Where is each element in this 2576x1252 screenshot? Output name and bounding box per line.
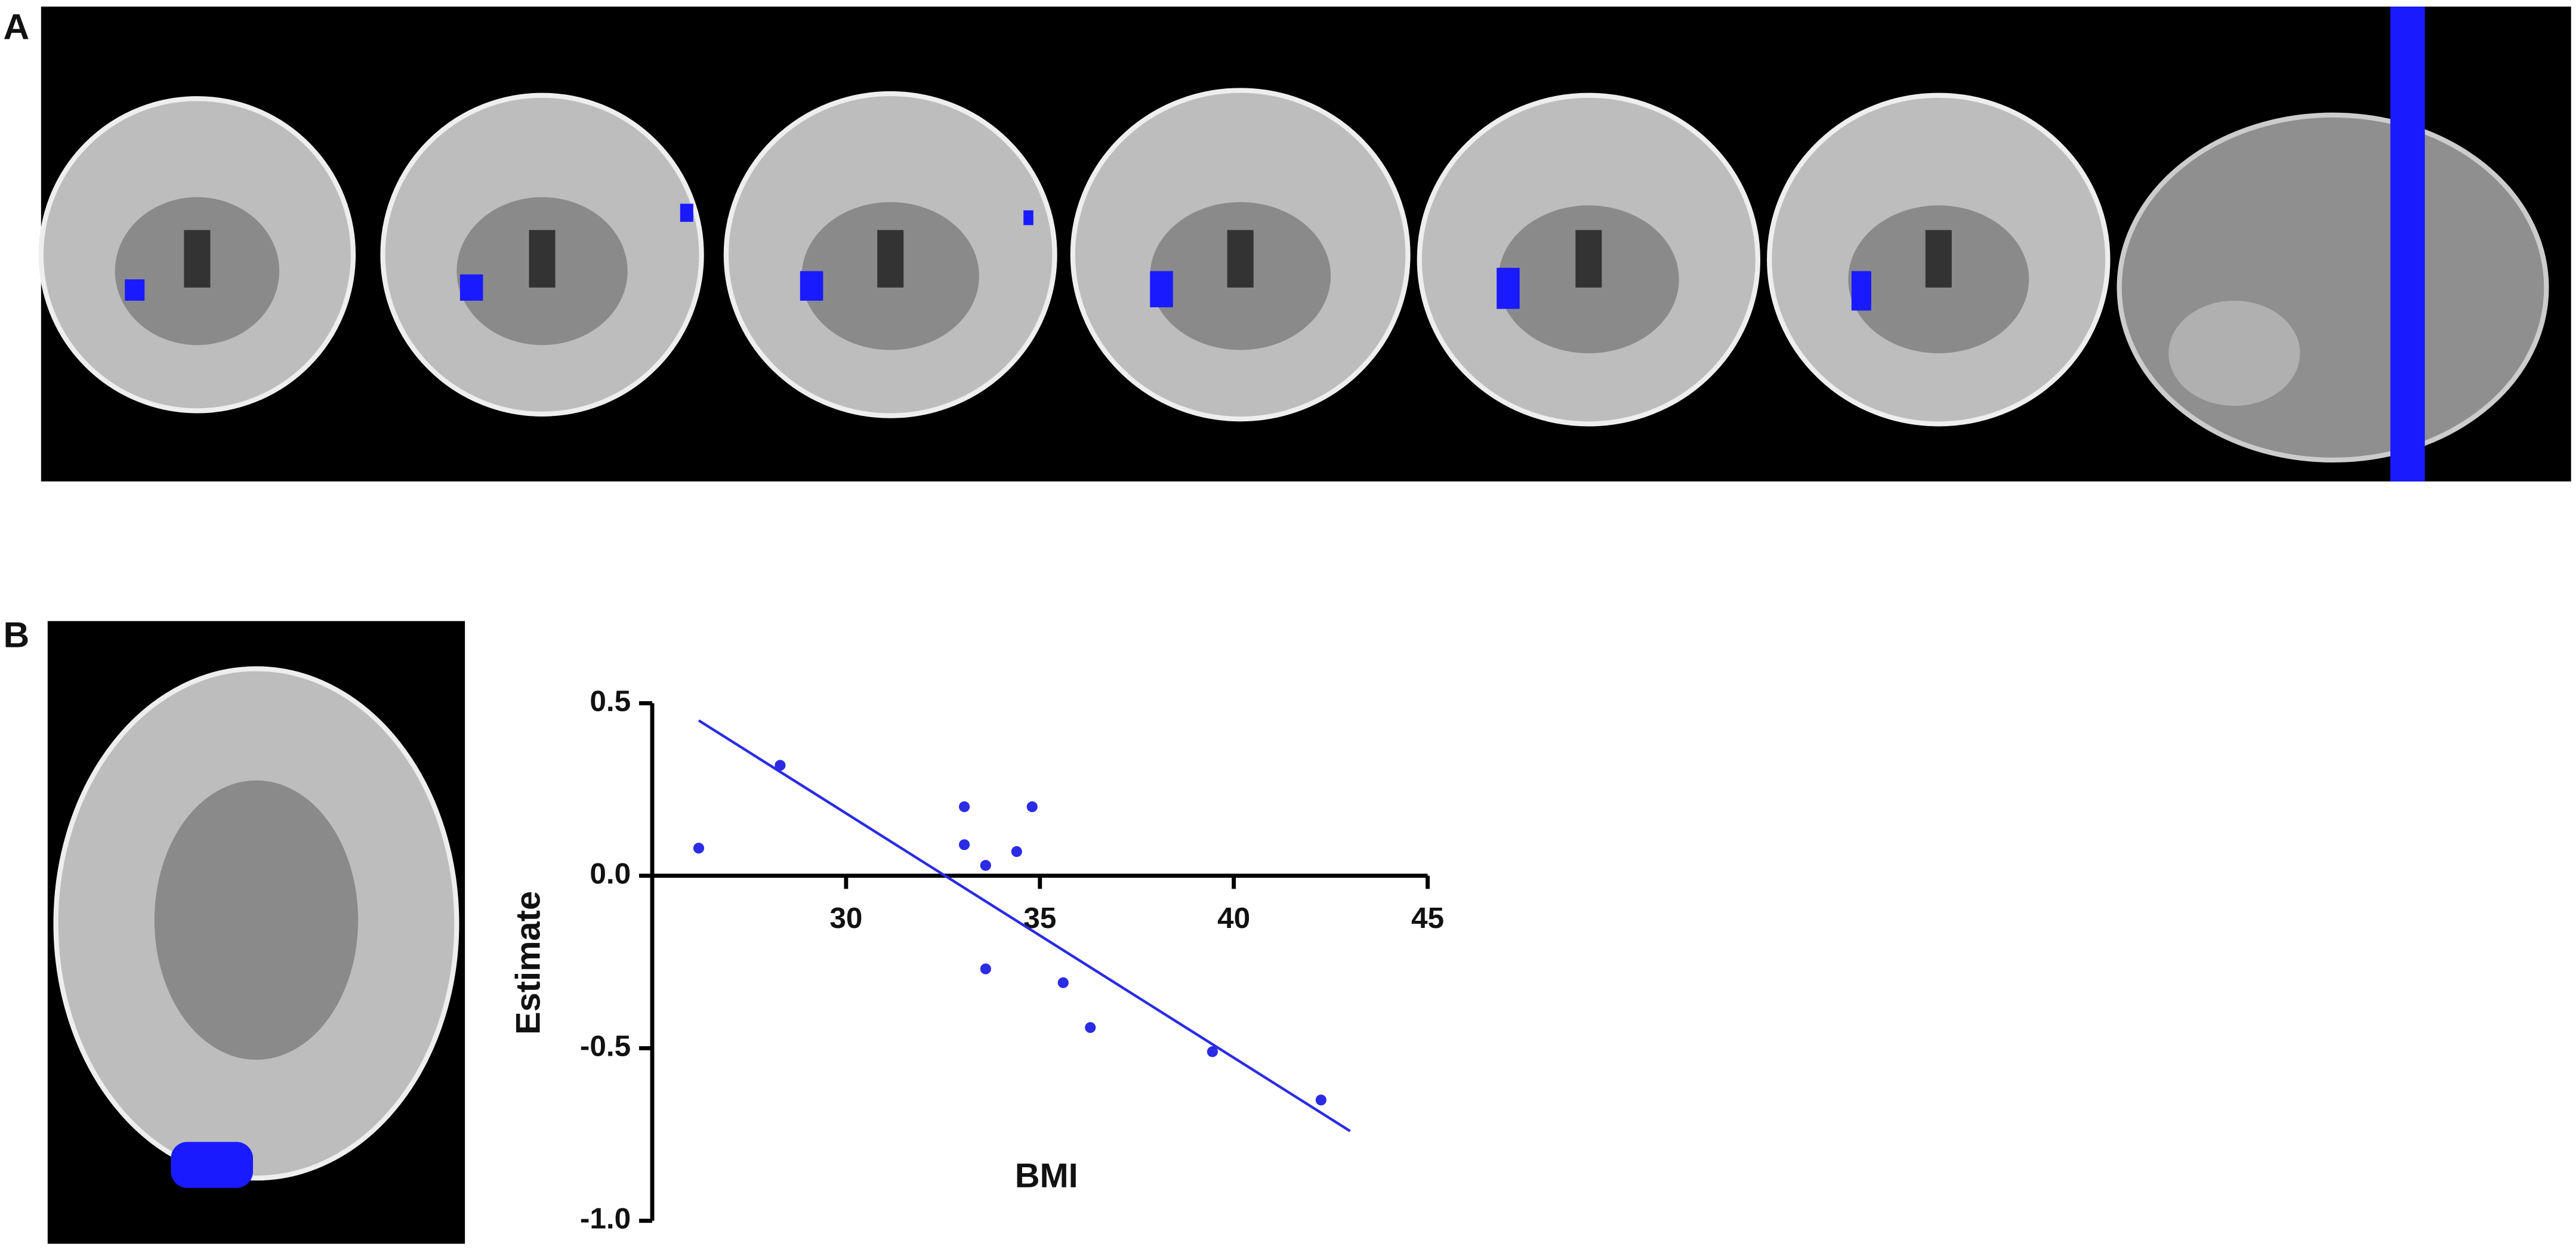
x-tick-label: 30 bbox=[829, 901, 862, 935]
y-axis-label: Estimate bbox=[510, 891, 548, 1035]
trend-line bbox=[698, 719, 1351, 1133]
y-tick-label: 0.0 bbox=[590, 857, 631, 890]
point bbox=[980, 963, 991, 975]
y-tick-label: -1.0 bbox=[580, 1202, 631, 1235]
x-axis-label: BMI bbox=[1015, 1157, 1078, 1195]
x-tick-label: 45 bbox=[1411, 901, 1444, 935]
point bbox=[958, 839, 970, 850]
point bbox=[958, 801, 970, 812]
point bbox=[1315, 1094, 1326, 1106]
point bbox=[1207, 1046, 1218, 1057]
point bbox=[1026, 801, 1038, 812]
point bbox=[980, 860, 991, 871]
activation-cluster bbox=[171, 1142, 253, 1188]
point bbox=[1057, 977, 1069, 988]
point bbox=[693, 843, 705, 854]
ventricles bbox=[184, 230, 1952, 288]
y-tick-label: -0.5 bbox=[580, 1029, 631, 1063]
y-tick-label: 0.5 bbox=[590, 684, 631, 717]
cerebellum bbox=[2168, 300, 2300, 406]
x-tick-label: 40 bbox=[1217, 901, 1250, 935]
panel-label: B bbox=[4, 614, 30, 655]
sagittal-slice bbox=[2117, 112, 2549, 463]
panel-b-image bbox=[47, 621, 465, 1244]
point bbox=[1085, 1022, 1096, 1033]
slice-inner bbox=[154, 780, 359, 1060]
panel-a-images bbox=[38, 7, 2571, 482]
point bbox=[1011, 846, 1022, 858]
point bbox=[775, 760, 786, 771]
activation-clusters bbox=[125, 7, 2425, 482]
panel-label: A bbox=[4, 7, 30, 47]
